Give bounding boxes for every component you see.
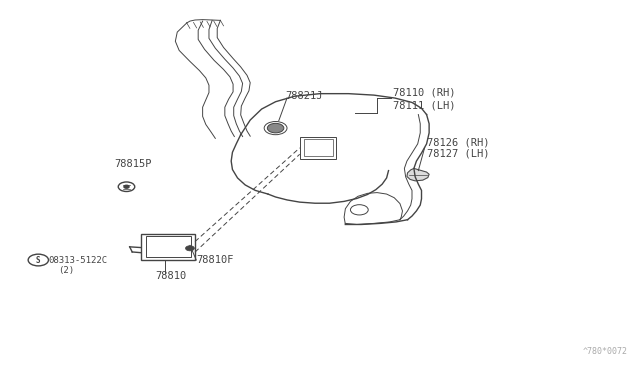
Text: ^780*0072: ^780*0072 [582,347,628,356]
Bar [300,137,337,158]
Polygon shape [407,169,429,181]
Text: 78110 (RH): 78110 (RH) [393,87,456,97]
Text: 78821J: 78821J [285,91,323,101]
Circle shape [124,185,129,188]
Text: (2): (2) [58,266,74,275]
Bar [145,236,191,257]
Text: 78815P: 78815P [114,159,151,169]
Bar [141,234,195,260]
Text: 08313-5122C: 08313-5122C [49,256,108,264]
Text: 78126 (RH): 78126 (RH) [427,137,489,147]
Bar [303,140,333,156]
Text: 78127 (LH): 78127 (LH) [427,149,489,159]
Circle shape [268,124,284,133]
Text: S: S [36,256,40,264]
Text: 78810: 78810 [155,271,186,281]
Text: 78111 (LH): 78111 (LH) [393,100,456,110]
Text: 78810F: 78810F [196,255,234,265]
Circle shape [186,246,195,251]
